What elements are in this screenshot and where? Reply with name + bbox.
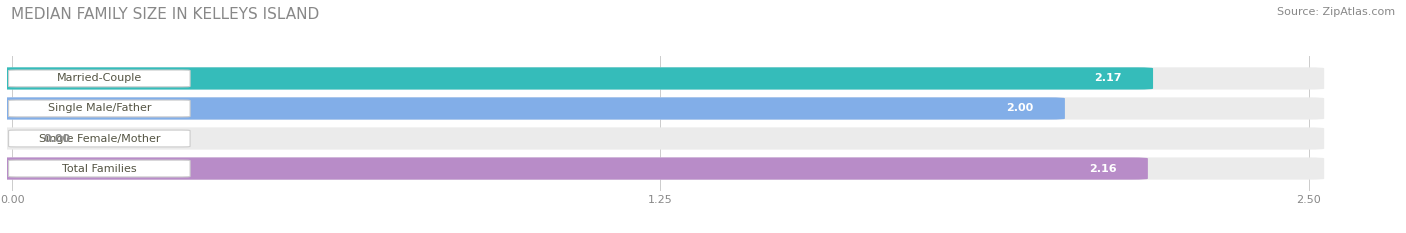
- FancyBboxPatch shape: [0, 67, 1324, 89]
- FancyBboxPatch shape: [8, 130, 190, 147]
- FancyBboxPatch shape: [0, 158, 1147, 180]
- Text: 2.16: 2.16: [1090, 164, 1116, 174]
- Text: MEDIAN FAMILY SIZE IN KELLEYS ISLAND: MEDIAN FAMILY SIZE IN KELLEYS ISLAND: [11, 7, 319, 22]
- FancyBboxPatch shape: [0, 158, 1324, 180]
- FancyBboxPatch shape: [8, 70, 190, 87]
- FancyBboxPatch shape: [0, 127, 1324, 150]
- FancyBboxPatch shape: [8, 160, 190, 177]
- Text: Single Male/Father: Single Male/Father: [48, 103, 150, 113]
- Text: Married-Couple: Married-Couple: [56, 73, 142, 83]
- Text: 2.17: 2.17: [1094, 73, 1122, 83]
- FancyBboxPatch shape: [8, 100, 190, 117]
- FancyBboxPatch shape: [0, 97, 1324, 120]
- Text: 0.00: 0.00: [44, 134, 70, 144]
- FancyBboxPatch shape: [0, 97, 1064, 120]
- Text: Source: ZipAtlas.com: Source: ZipAtlas.com: [1277, 7, 1395, 17]
- FancyBboxPatch shape: [0, 67, 1153, 89]
- Text: 2.00: 2.00: [1007, 103, 1033, 113]
- Text: Total Families: Total Families: [62, 164, 136, 174]
- Text: Single Female/Mother: Single Female/Mother: [38, 134, 160, 144]
